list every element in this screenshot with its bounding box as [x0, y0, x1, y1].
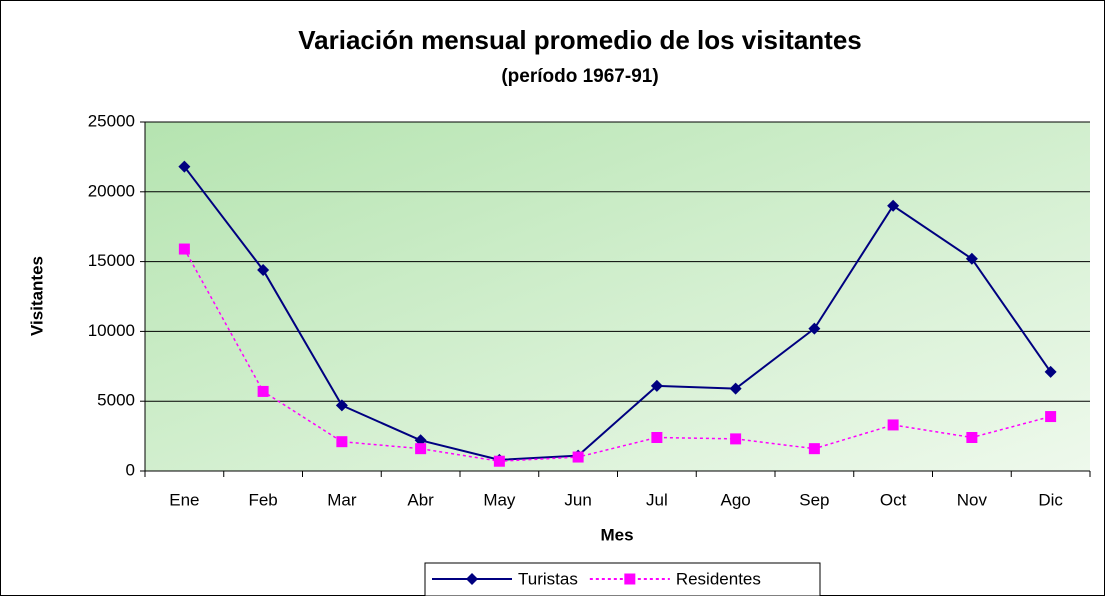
y-tick-label: 20000: [88, 181, 135, 200]
chart-subtitle: (período 1967-91): [501, 66, 658, 87]
x-tick-label: Ago: [721, 490, 751, 509]
series-line: [183, 166, 1052, 461]
x-tick-label: Jun: [564, 490, 591, 509]
data-point: [336, 436, 348, 448]
data-point: [808, 443, 820, 455]
data-point: [257, 385, 269, 397]
legend-label: Turistas: [518, 569, 578, 588]
data-point: [650, 379, 663, 392]
y-tick-label: 5000: [97, 391, 135, 410]
x-tick-label: Mar: [327, 490, 357, 509]
x-tick-label: Nov: [957, 490, 988, 509]
data-point: [1044, 365, 1057, 378]
data-point: [257, 263, 270, 276]
data-point: [729, 382, 742, 395]
chart-title: Variación mensual promedio de los visita…: [298, 25, 862, 55]
y-axis-label: Visitantes: [27, 256, 46, 336]
data-point: [887, 199, 900, 212]
y-tick-label: 25000: [88, 111, 135, 130]
y-tick-label: 0: [126, 460, 135, 479]
x-tick-label: Jul: [646, 490, 668, 509]
data-point: [808, 322, 821, 335]
data-point: [178, 160, 191, 173]
legend-label: Residentes: [676, 569, 761, 588]
data-point: [966, 431, 978, 443]
y-tick-label: 10000: [88, 321, 135, 340]
data-point: [335, 399, 348, 412]
x-tick-label: Dic: [1038, 490, 1063, 509]
legend-marker: [624, 573, 636, 585]
x-tick-label: Feb: [248, 490, 277, 509]
y-tick-label: 15000: [88, 251, 135, 270]
data-point: [1045, 411, 1057, 423]
data-point: [730, 433, 742, 445]
plot-area: [145, 122, 1090, 471]
data-point: [493, 455, 505, 467]
x-axis-label: Mes: [600, 525, 633, 544]
data-point: [415, 443, 427, 455]
x-tick-label: May: [483, 490, 516, 509]
data-point: [651, 431, 663, 443]
series-line: [183, 248, 1051, 462]
x-tick-label: Abr: [407, 490, 434, 509]
data-point: [887, 419, 899, 431]
data-point: [178, 243, 190, 255]
data-point: [572, 451, 584, 463]
x-tick-label: Ene: [169, 490, 199, 509]
data-point: [965, 252, 978, 265]
x-tick-label: Sep: [799, 490, 829, 509]
x-tick-label: Oct: [880, 490, 907, 509]
legend-marker: [466, 573, 478, 585]
